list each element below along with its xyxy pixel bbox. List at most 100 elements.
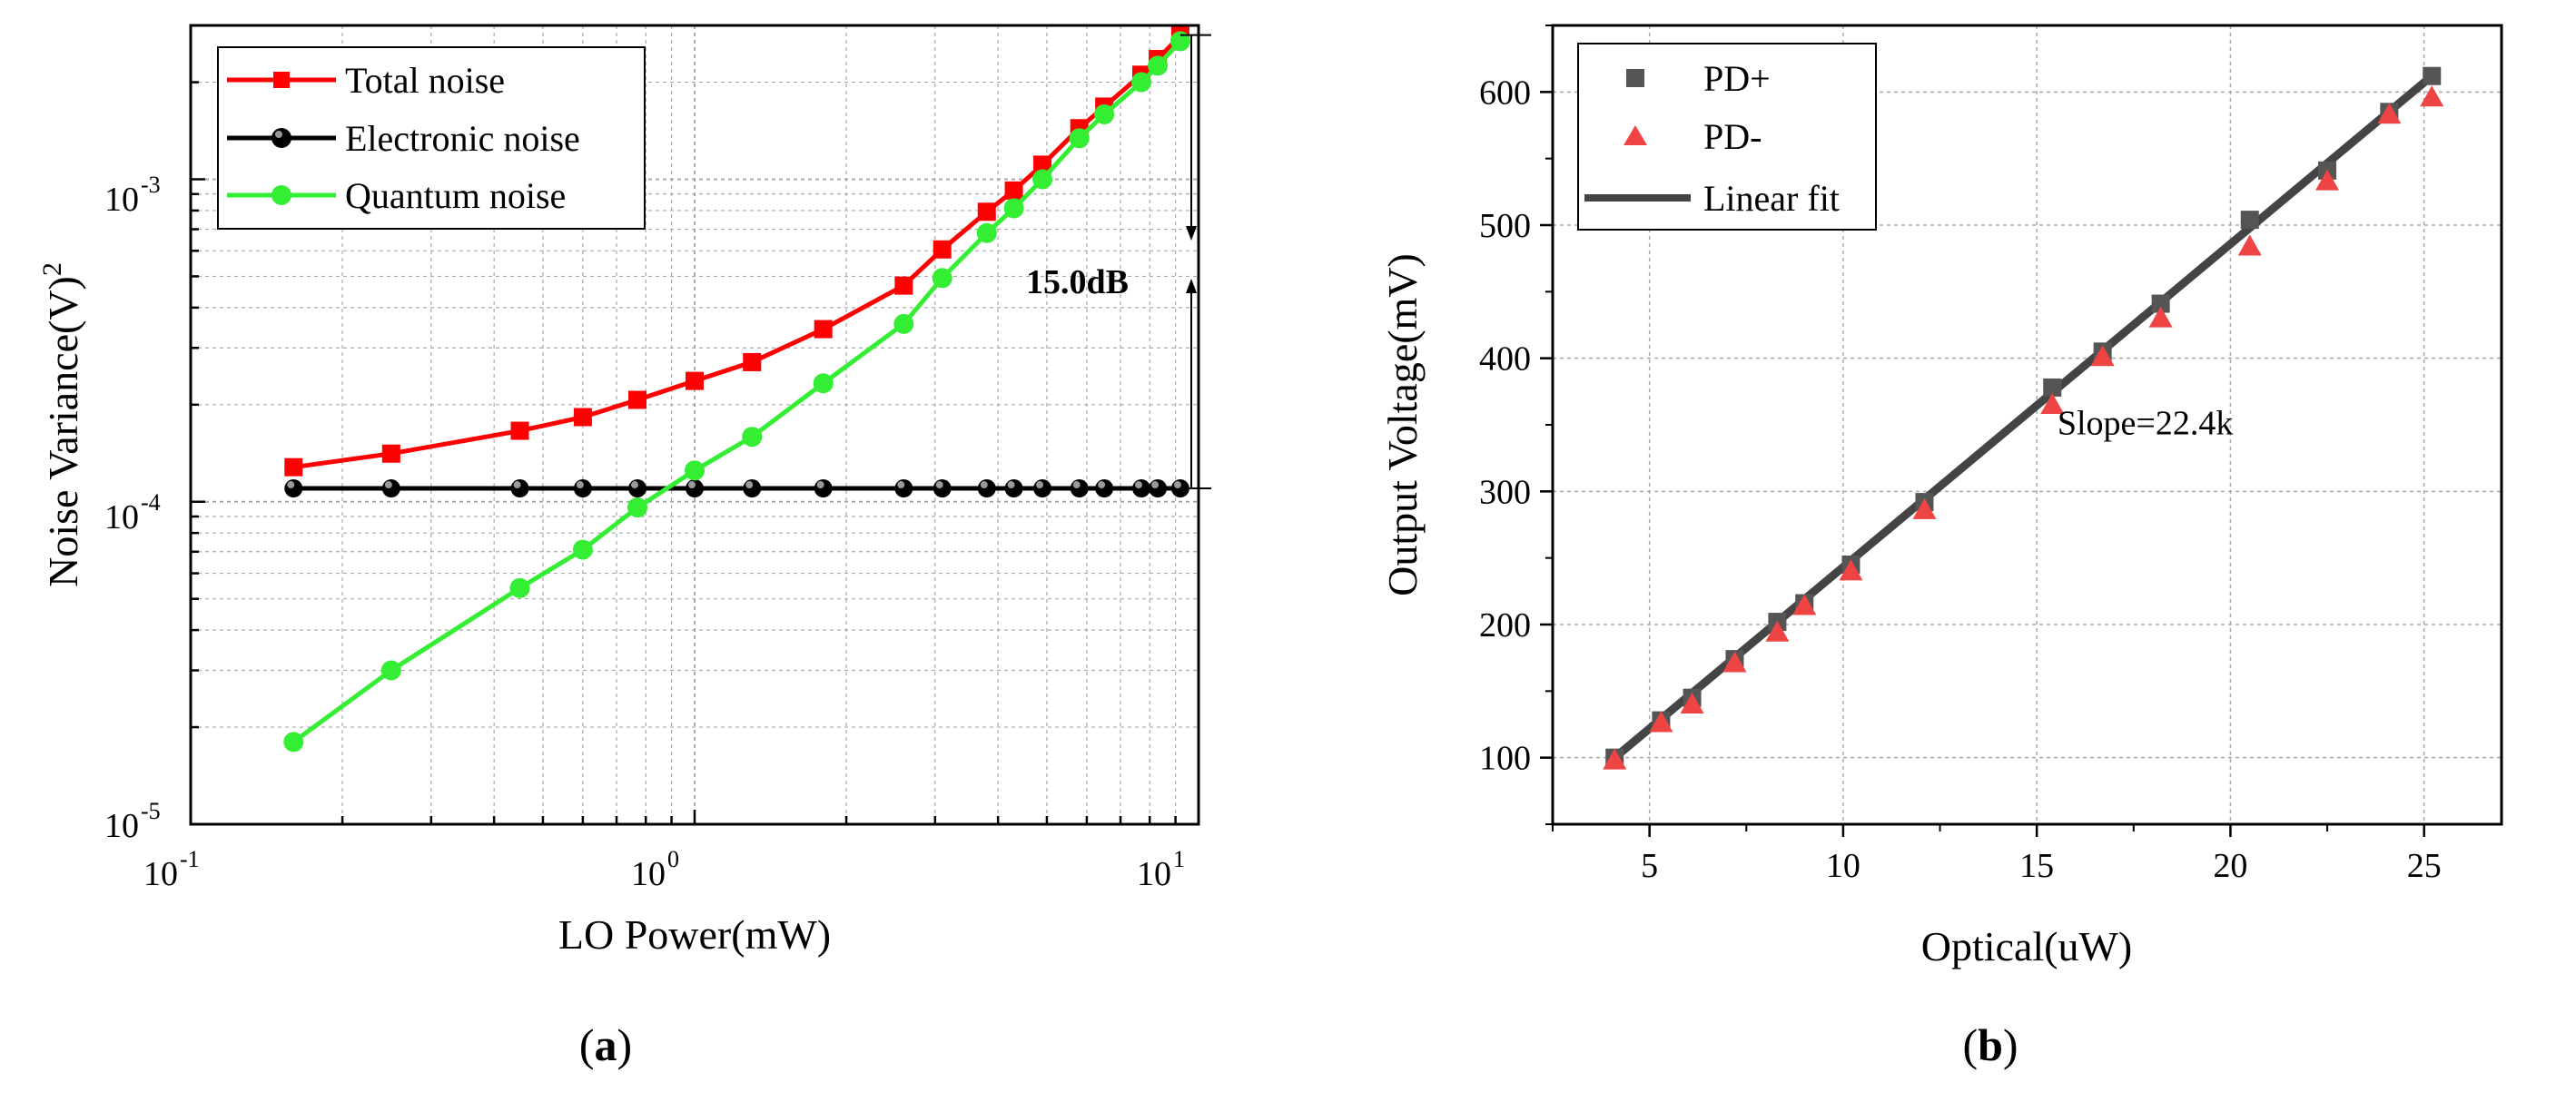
a-legend-item-electronic-noise: Electronic noise [227, 118, 580, 159]
a-point-electronic_noise [1095, 479, 1114, 498]
a-point-highlight [897, 481, 905, 489]
a-legend-total-noise-marker [273, 72, 290, 88]
a-legend-electronic-noise-label: Electronic noise [345, 118, 580, 159]
a-point-quantum_noise [1032, 169, 1053, 190]
a-point-quantum_noise [742, 427, 763, 448]
a-point-quantum_noise [627, 497, 648, 518]
a-point-highlight [1173, 481, 1181, 489]
panel-a-noise-chart: 10 -1 10 0 10 1 10 -5 10 -4 10 -3 LO Pow… [37, 24, 1211, 1070]
b-xtick-label-1: 10 [1826, 847, 1860, 885]
a-legend-item-quantum-noise: Quantum noise [227, 175, 566, 216]
b-point-pd-plus [2151, 294, 2170, 313]
a-xtick-exp-0: -1 [180, 846, 200, 872]
a-point-total_noise [894, 276, 913, 295]
a-point-highlight [816, 481, 824, 489]
b-linear-fit-line [1610, 72, 2436, 763]
b-point-pd-minus [2315, 169, 2340, 191]
b-xtick-label-3: 20 [2213, 847, 2247, 885]
b-ytick-label-1: 200 [1479, 606, 1531, 644]
b-legend-pd-plus-marker [1626, 69, 1644, 87]
a-point-electronic_noise [894, 479, 913, 498]
b-legend-pd-plus-label: PD+ [1703, 58, 1771, 99]
a-point-quantum_noise [380, 660, 401, 681]
a-point-electronic_noise [1033, 479, 1052, 498]
b-ytick-label-5: 600 [1479, 74, 1531, 112]
b-xtick-label-2: 15 [2019, 847, 2054, 885]
b-x-axis-title: Optical(uW) [1921, 923, 2132, 969]
b-legend-linear-fit-label: Linear fit [1703, 178, 1840, 219]
a-point-highlight [513, 481, 521, 489]
a-xtick-label-2: 10 [1137, 855, 1171, 893]
b-point-pd-minus [1649, 711, 1673, 733]
a-xtick-exp-2: 1 [1173, 846, 1185, 872]
a-point-quantum_noise [813, 373, 834, 394]
a-point-electronic_noise [284, 479, 303, 498]
b-annotation-slope: Slope=22.4k [2058, 404, 2234, 442]
a-point-total_noise [510, 421, 529, 440]
a-point-total_noise [1033, 155, 1052, 174]
a-xtick-label-0: 10 [143, 855, 178, 893]
a-legend-quantum-noise-label: Quantum noise [345, 175, 566, 216]
a-point-quantum_noise [893, 313, 914, 334]
a-point-total_noise [686, 371, 704, 390]
a-xtick-label-1: 10 [631, 855, 666, 893]
a-point-total_noise [628, 390, 647, 409]
a-point-highlight [980, 481, 988, 489]
a-point-total_noise [814, 320, 833, 339]
a-legend-total-noise-label: Total noise [345, 60, 505, 101]
b-ytick-label-3: 400 [1479, 340, 1531, 379]
b-legend-item-linear-fit: Linear fit [1584, 178, 1840, 219]
a-point-highlight [384, 481, 392, 489]
b-point-pd-minus [2420, 85, 2444, 107]
b-point-pd-minus [1912, 497, 1937, 519]
a-ytick-label-2: 10 [104, 181, 139, 219]
caption-a: (a) [579, 1019, 632, 1070]
a-legend-electronic-noise-highlight [275, 131, 282, 138]
a-point-electronic_noise [743, 479, 762, 498]
a-point-highlight [1036, 481, 1044, 489]
a-point-quantum_noise [283, 732, 304, 753]
b-point-pd-minus [2377, 103, 2402, 124]
b-point-pd-minus [1765, 620, 1790, 642]
b-point-pd-plus [2423, 66, 2442, 85]
b-point-pd-minus [1792, 594, 1817, 615]
panel-b-series [1603, 66, 2444, 770]
b-point-pd-plus [2043, 378, 2062, 397]
a-point-total_noise [381, 444, 400, 463]
a-point-total_noise [1004, 181, 1023, 200]
a-point-electronic_noise [1070, 479, 1089, 498]
b-point-pd-minus [2040, 393, 2065, 414]
a-point-electronic_noise [686, 479, 704, 498]
b-point-pd-minus [1603, 748, 1627, 770]
a-point-highlight [935, 481, 943, 489]
a-y-axis-title: Noise Variance(V)2 [37, 262, 86, 587]
a-ytick-label-0: 10 [104, 807, 139, 845]
b-point-pd-minus [2148, 306, 2173, 328]
caption-b: (b) [1962, 1019, 2018, 1070]
a-point-total_noise [977, 202, 996, 221]
a-point-quantum_noise [1069, 128, 1090, 149]
a-point-total_noise [573, 408, 592, 427]
a-point-electronic_noise [510, 479, 529, 498]
a-point-highlight [287, 481, 295, 489]
panel-a-series [283, 26, 1190, 753]
b-point-pd-minus [1722, 651, 1747, 673]
a-xtick-exp-1: 0 [667, 846, 679, 872]
b-point-pd-minus [1839, 559, 1863, 581]
a-point-quantum_noise [509, 577, 530, 598]
a-legend-quantum-noise-marker [271, 185, 291, 205]
a-point-quantum_noise [685, 460, 705, 481]
a-point-electronic_noise [628, 479, 647, 498]
b-point-pd-minus [1680, 693, 1704, 713]
b-legend-pd-minus-marker [1624, 125, 1647, 145]
b-point-pd-minus [2237, 234, 2262, 256]
a-point-highlight [1135, 481, 1143, 489]
a-point-electronic_noise [1149, 479, 1168, 498]
a-point-electronic_noise [573, 479, 592, 498]
a-point-quantum_noise [1148, 55, 1169, 76]
a-point-quantum_noise [1094, 103, 1115, 124]
a-ytick-exp-1: -4 [141, 489, 161, 516]
a-x-axis-title: LO Power(mW) [558, 911, 831, 958]
